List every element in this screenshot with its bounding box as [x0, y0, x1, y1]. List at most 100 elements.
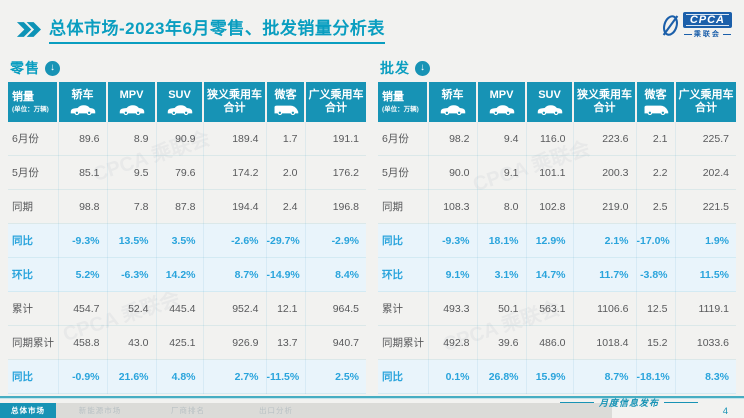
logo-line: [683, 33, 692, 35]
sales-unit-note: (单位：万辆): [382, 106, 419, 114]
table-cell: 425.1: [156, 325, 204, 360]
footer-tab-总体市场[interactable]: 总体市场: [0, 403, 56, 418]
row-label: 6月份: [8, 122, 59, 156]
sales-unit-note: (单位：万辆): [12, 106, 49, 114]
retail-section: 零售 ↓ 销量 (单位：万辆) 轿车 MPV SUV 狭义乘用车 合计 微客 广义乘用车 合计 6月…: [8, 58, 366, 394]
table-cell: 8.4%: [305, 257, 366, 292]
table-cell: 90.0: [428, 155, 478, 190]
table-cell: 79.6: [156, 155, 204, 190]
column-header-SUV: SUV: [526, 82, 574, 122]
wholesale-table: 销量 (单位：万辆) 轿车 MPV SUV 狭义乘用车 合计 微客 广义乘用车 合计 6月份 98.2…: [378, 82, 736, 394]
table-cell: 445.4: [156, 291, 204, 326]
column-label: 狭义乘用车: [577, 88, 632, 101]
sales-unit-header-cell: 销量 (单位：万辆): [8, 82, 59, 122]
table-cell: 14.2%: [156, 257, 204, 292]
table-cell: 39.6: [477, 325, 527, 360]
table-cell: 108.3: [428, 189, 478, 224]
column-label: 广义乘用车: [308, 88, 364, 101]
table-cell: 102.8: [526, 189, 574, 224]
circle-down-arrow-icon: ↓: [45, 60, 60, 76]
table-cell: -9.3%: [58, 223, 108, 258]
table-cell: -0.9%: [58, 359, 108, 394]
table-cell: 52.4: [107, 291, 157, 326]
table-cell: 9.1: [477, 155, 527, 190]
table-cell: 2.1%: [573, 223, 637, 258]
column-header-轿车: 轿车: [58, 82, 108, 122]
table-cell: -17.0%: [636, 223, 676, 258]
table-cell: 174.2: [203, 155, 267, 190]
table-cell: 219.0: [573, 189, 637, 224]
row-label: 同期: [8, 189, 59, 224]
footer-tab-出口分析[interactable]: 出口分析: [232, 403, 320, 418]
table-row-5月份: 5月份 85.1 9.5 79.6 174.2 2.0 176.2: [8, 155, 366, 190]
table-cell: 486.0: [526, 325, 574, 360]
column-header-轿车: 轿车: [428, 82, 478, 122]
footer-tab-filler: [320, 403, 612, 418]
retail-table: 销量 (单位：万辆) 轿车 MPV SUV 狭义乘用车 合计 微客 广义乘用车 合计 6月份 89.6…: [8, 82, 366, 394]
table-row-6月份: 6月份 89.6 8.9 90.9 189.4 1.7 191.1: [8, 122, 366, 156]
footer-divider: [0, 396, 744, 398]
table-cell: 2.0: [266, 155, 306, 190]
column-label: MPV: [119, 89, 144, 102]
table-cell: -6.3%: [107, 257, 157, 292]
footer-tab-新能源市场[interactable]: 新能源市场: [56, 403, 144, 418]
table-cell: -3.8%: [636, 257, 676, 292]
tables-area: 零售 ↓ 销量 (单位：万辆) 轿车 MPV SUV 狭义乘用车 合计 微客 广义乘用车 合计 6月…: [0, 58, 744, 394]
table-row-同比: 同比 -9.3% 18.1% 12.9% 2.1% -17.0% 1.9%: [378, 223, 736, 258]
column-label: 轿车: [71, 89, 94, 102]
table-cell: -18.1%: [636, 359, 676, 394]
column-header-广义乘用车: 广义乘用车 合计: [675, 82, 736, 122]
table-cell: -2.9%: [305, 223, 366, 258]
table-cell: 964.5: [305, 291, 366, 326]
table-cell: 101.1: [526, 155, 574, 190]
table-cell: 926.9: [203, 325, 267, 360]
column-label: 广义乘用车: [678, 88, 734, 101]
van-icon: [267, 104, 304, 115]
table-row-同期: 同期 108.3 8.0 102.8 219.0 2.5 221.5: [378, 189, 736, 224]
table-row-同期累计: 同期累计 458.8 43.0 425.1 926.9 13.7 940.7: [8, 325, 366, 360]
table-cell: 50.1: [477, 291, 527, 326]
wholesale-section-label: 批发: [380, 60, 410, 76]
row-label: 同比: [8, 223, 59, 258]
column-label: SUV: [168, 89, 191, 102]
table-cell: 13.5%: [107, 223, 157, 258]
table-row-6月份: 6月份 98.2 9.4 116.0 223.6 2.1 225.7: [378, 122, 736, 156]
table-row-累计: 累计 454.7 52.4 445.4 952.4 12.1 964.5: [8, 291, 366, 326]
car-icon: [429, 104, 476, 115]
column-label: 微客: [644, 89, 667, 102]
table-row-5月份: 5月份 90.0 9.1 101.1 200.3 2.2 202.4: [378, 155, 736, 190]
table-cell: 3.5%: [156, 223, 204, 258]
table-cell: 87.8: [156, 189, 204, 224]
footer-tab-厂商排名[interactable]: 厂商排名: [144, 403, 232, 418]
column-label-line2: 合计: [223, 102, 246, 114]
table-cell: 98.2: [428, 122, 478, 156]
table-cell: 98.8: [58, 189, 108, 224]
column-label-line2: 合计: [695, 102, 717, 114]
column-header-狭义乘用车: 狭义乘用车 合计: [203, 82, 267, 122]
table-cell: 90.9: [156, 122, 204, 156]
table-cell: 200.3: [573, 155, 637, 190]
van-icon: [637, 104, 674, 115]
retail-section-label: 零售: [10, 60, 40, 76]
table-row-同比: 同比 0.1% 26.8% 15.9% 8.7% -18.1% 8.3%: [378, 359, 736, 394]
table-cell: -9.3%: [428, 223, 478, 258]
table-cell: 194.4: [203, 189, 267, 224]
car-icon: [59, 104, 106, 115]
column-header-广义乘用车: 广义乘用车 合计: [305, 82, 366, 122]
row-label: 5月份: [378, 155, 429, 190]
table-cell: 1106.6: [573, 291, 637, 326]
title-bar: 总体市场-2023年6月零售、批发销量分析表: [16, 14, 385, 44]
table-row-环比: 环比 5.2% -6.3% 14.2% 8.7% -14.9% 8.4%: [8, 257, 366, 292]
column-header-微客: 微客: [266, 82, 306, 122]
column-label: 狭义乘用车: [207, 88, 262, 101]
row-label: 环比: [378, 257, 429, 292]
table-cell: 89.6: [58, 122, 108, 156]
table-cell: 12.1: [266, 291, 306, 326]
sales-header-title: 销量: [382, 90, 404, 103]
column-header-微客: 微客: [636, 82, 676, 122]
row-label: 同比: [378, 223, 429, 258]
column-label-line2: 合计: [325, 102, 347, 114]
table-cell: 2.1: [636, 122, 676, 156]
table-cell: 1.9%: [675, 223, 736, 258]
table-cell: 8.0: [477, 189, 527, 224]
